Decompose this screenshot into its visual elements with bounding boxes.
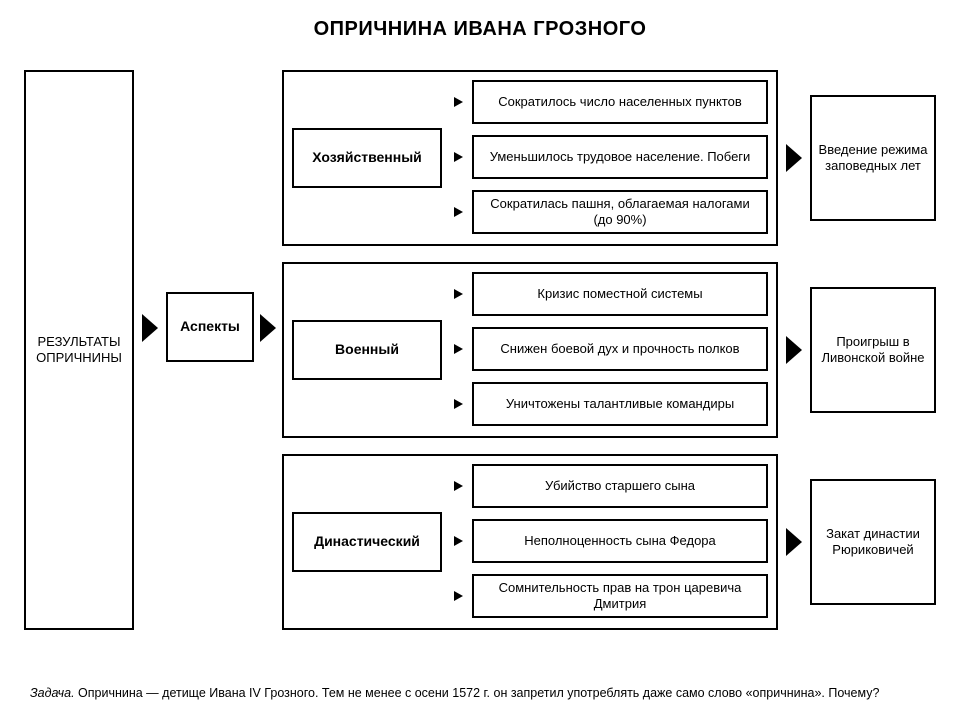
- group-1-item-1: Снижен боевой дух и прочность полков: [472, 327, 768, 371]
- arrow-aspects-to-groups: [260, 314, 276, 342]
- group-0-item-1: Уменьшилось трудовое население. Побеги: [472, 135, 768, 179]
- arrow-g2-i1: [454, 536, 463, 546]
- caption-body: Опричнина — детище Ивана IV Грозного. Те…: [75, 686, 880, 700]
- arrow-g0-i0: [454, 97, 463, 107]
- arrow-root-to-aspects: [142, 314, 158, 342]
- diagram-title: ОПРИЧНИНА ИВАНА ГРОЗНОГО: [0, 0, 960, 51]
- root-box: РЕЗУЛЬТАТЫ ОПРИЧНИНЫ: [24, 70, 134, 630]
- arrow-g2-i2: [454, 591, 463, 601]
- group-1-item-0: Кризис поместной системы: [472, 272, 768, 316]
- arrow-g0-outcome: [786, 144, 802, 172]
- caption: Задача. Опричнина — детище Ивана IV Гроз…: [30, 685, 930, 702]
- arrow-g0-i1: [454, 152, 463, 162]
- arrow-g2-i0: [454, 481, 463, 491]
- diagram-canvas: РЕЗУЛЬТАТЫ ОПРИЧНИНЫ Аспекты Хозяйственн…: [24, 70, 936, 630]
- group-label-2: Династический: [292, 512, 442, 572]
- group-2-outcome: Закат династии Рюриковичей: [810, 479, 936, 605]
- caption-lead: Задача.: [30, 686, 75, 700]
- arrow-g0-i2: [454, 207, 463, 217]
- aspects-box: Аспекты: [166, 292, 254, 362]
- arrow-g1-i0: [454, 289, 463, 299]
- arrow-g1-i2: [454, 399, 463, 409]
- group-0-item-0: Сократилось число населенных пунктов: [472, 80, 768, 124]
- group-2-item-1: Неполноценность сына Федора: [472, 519, 768, 563]
- arrow-g2-outcome: [786, 528, 802, 556]
- arrow-g1-i1: [454, 344, 463, 354]
- group-2-item-2: Сомнительность прав на трон царевича Дми…: [472, 574, 768, 618]
- arrow-g1-outcome: [786, 336, 802, 364]
- group-1-outcome: Проигрыш в Ливонской войне: [810, 287, 936, 413]
- group-label-1: Военный: [292, 320, 442, 380]
- group-1-item-2: Уничтожены талантливые командиры: [472, 382, 768, 426]
- group-2-item-0: Убийство старшего сына: [472, 464, 768, 508]
- group-0-outcome: Введение режима заповедных лет: [810, 95, 936, 221]
- group-0-item-2: Сократилась пашня, облагаемая налогами (…: [472, 190, 768, 234]
- group-label-0: Хозяйственный: [292, 128, 442, 188]
